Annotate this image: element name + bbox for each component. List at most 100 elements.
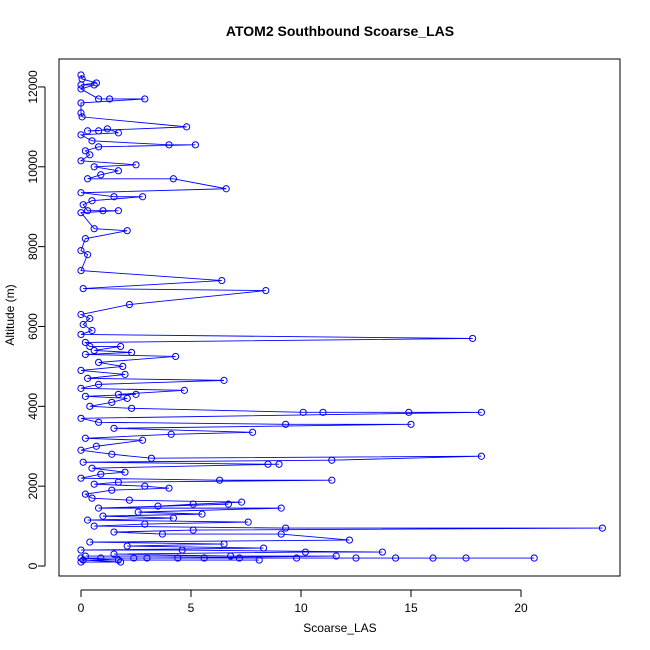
- data-point: [429, 554, 437, 562]
- data-point: [77, 554, 85, 562]
- data-point: [301, 548, 309, 556]
- data-point: [282, 524, 290, 532]
- data-point: [154, 502, 162, 510]
- data-point: [79, 201, 87, 209]
- data-point: [110, 424, 118, 432]
- data-point: [114, 129, 123, 137]
- data-point: [97, 470, 105, 478]
- data-point: [81, 434, 90, 442]
- data-point: [141, 482, 149, 490]
- data-point: [132, 390, 140, 398]
- x-axis: 0 5 10 15 20: [78, 589, 528, 615]
- data-point: [84, 516, 92, 524]
- data-point: [95, 418, 103, 426]
- data-point: [108, 398, 116, 406]
- data-point: [119, 362, 127, 371]
- data-point: [123, 227, 131, 235]
- data-point: [165, 484, 173, 492]
- data-point: [530, 554, 538, 562]
- data-point: [277, 504, 285, 512]
- data-point: [235, 554, 243, 562]
- data-point: [77, 266, 85, 275]
- data-point: [264, 460, 272, 468]
- data-point: [117, 342, 125, 351]
- data-point: [97, 554, 105, 562]
- data-point: [77, 81, 85, 89]
- data-point: [114, 207, 123, 215]
- data-point: [77, 330, 85, 339]
- data-point: [77, 546, 85, 554]
- series-points: [77, 71, 607, 566]
- x-axis-label: Scoarse_LAS: [303, 621, 376, 635]
- data-point: [125, 496, 133, 504]
- data-point: [79, 556, 87, 564]
- data-point: [95, 95, 103, 103]
- data-point: [319, 408, 327, 416]
- data-point: [114, 390, 123, 398]
- data-point: [282, 420, 290, 428]
- data-point: [90, 225, 98, 233]
- data-point: [222, 185, 230, 193]
- data-point: [95, 143, 103, 151]
- data-point: [183, 123, 191, 131]
- y-tick-label: 12000: [26, 70, 40, 104]
- data-point: [123, 542, 131, 550]
- data-point: [216, 476, 224, 484]
- data-point: [407, 420, 415, 428]
- data-point: [477, 408, 485, 416]
- series-path: [79, 74, 603, 563]
- data-point: [293, 554, 301, 562]
- y-tick-label: 0: [26, 562, 40, 569]
- y-axis-label: Altitude (m): [3, 284, 17, 345]
- data-point: [95, 380, 103, 388]
- data-point: [88, 137, 96, 145]
- data-point: [328, 476, 336, 484]
- data-point: [78, 113, 86, 121]
- data-point: [97, 171, 105, 179]
- data-point: [79, 284, 87, 293]
- data-point: [128, 348, 136, 357]
- data-point: [178, 546, 186, 554]
- data-point: [86, 342, 94, 351]
- data-point: [224, 500, 232, 508]
- data-point: [77, 85, 85, 93]
- series-line: [79, 74, 603, 563]
- data-point: [84, 127, 92, 135]
- data-point: [167, 430, 175, 438]
- data-point: [332, 552, 340, 560]
- data-point: [345, 536, 353, 544]
- data-point: [88, 326, 96, 335]
- data-point: [77, 189, 85, 197]
- data-point: [99, 207, 107, 215]
- data-point: [99, 512, 107, 520]
- data-point: [90, 480, 98, 488]
- data-point: [169, 514, 177, 522]
- x-tick-label: 5: [188, 601, 195, 615]
- data-point: [132, 161, 140, 169]
- data-point: [84, 374, 92, 382]
- y-tick-label: 8000: [26, 233, 40, 260]
- data-point: [86, 151, 94, 159]
- x-tick-label: 20: [514, 601, 528, 615]
- data-point: [106, 95, 114, 103]
- data-point: [81, 350, 90, 359]
- data-point: [79, 320, 87, 329]
- data-point: [262, 286, 270, 295]
- data-point: [114, 556, 123, 564]
- data-point: [88, 197, 96, 205]
- data-point: [86, 402, 94, 410]
- data-point: [169, 175, 177, 183]
- data-point: [174, 554, 182, 562]
- data-point: [123, 394, 131, 402]
- x-tick-label: 0: [78, 601, 85, 615]
- data-point: [392, 554, 400, 562]
- data-point: [86, 538, 94, 546]
- data-point: [77, 474, 85, 482]
- data-point: [110, 193, 118, 201]
- data-point: [81, 338, 90, 347]
- data-point: [95, 127, 103, 135]
- data-point: [77, 384, 85, 392]
- data-point: [165, 141, 173, 149]
- x-tick-label: 10: [294, 601, 308, 615]
